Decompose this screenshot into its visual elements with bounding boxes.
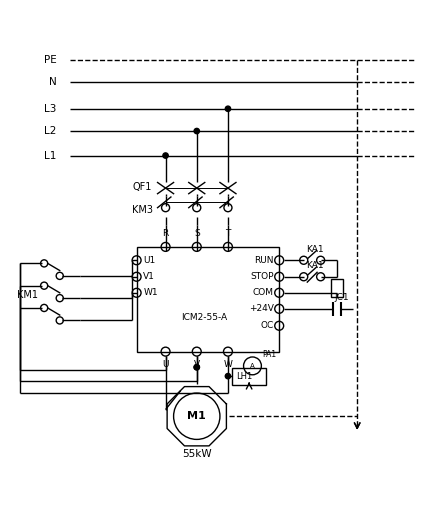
Text: R: R — [162, 229, 169, 238]
Circle shape — [194, 364, 199, 370]
Text: V: V — [194, 360, 200, 369]
Text: PE: PE — [44, 55, 56, 65]
Text: U: U — [162, 360, 169, 369]
Text: V1: V1 — [143, 272, 155, 281]
Text: A: A — [250, 363, 255, 369]
Text: 55kW: 55kW — [182, 449, 211, 459]
Text: U1: U1 — [143, 256, 156, 265]
Text: COM: COM — [253, 288, 274, 297]
Text: ICM2-55-A: ICM2-55-A — [181, 312, 227, 322]
Text: QF1: QF1 — [132, 182, 152, 192]
Text: PA1: PA1 — [262, 350, 276, 359]
Text: +24V: +24V — [249, 304, 274, 313]
Text: S: S — [194, 229, 200, 238]
Text: OC: OC — [261, 321, 274, 330]
Circle shape — [194, 364, 199, 370]
Text: KA1: KA1 — [306, 245, 324, 254]
Text: L3: L3 — [44, 104, 56, 114]
Text: LH1: LH1 — [236, 372, 253, 381]
Text: W1: W1 — [143, 288, 158, 297]
Text: W: W — [224, 360, 232, 369]
Text: N: N — [49, 77, 56, 87]
Circle shape — [225, 373, 231, 379]
Circle shape — [225, 106, 231, 111]
Text: JC1: JC1 — [335, 293, 350, 302]
Text: L1: L1 — [44, 151, 56, 161]
Text: M1: M1 — [187, 411, 206, 421]
Text: T: T — [225, 229, 231, 238]
Text: KA1: KA1 — [306, 261, 324, 270]
Circle shape — [163, 153, 168, 158]
Text: KM3: KM3 — [132, 205, 153, 215]
Text: STOP: STOP — [250, 272, 274, 281]
Text: KM1: KM1 — [17, 290, 38, 300]
Text: RUN: RUN — [254, 256, 274, 265]
Circle shape — [194, 129, 199, 134]
Text: L2: L2 — [44, 126, 56, 136]
